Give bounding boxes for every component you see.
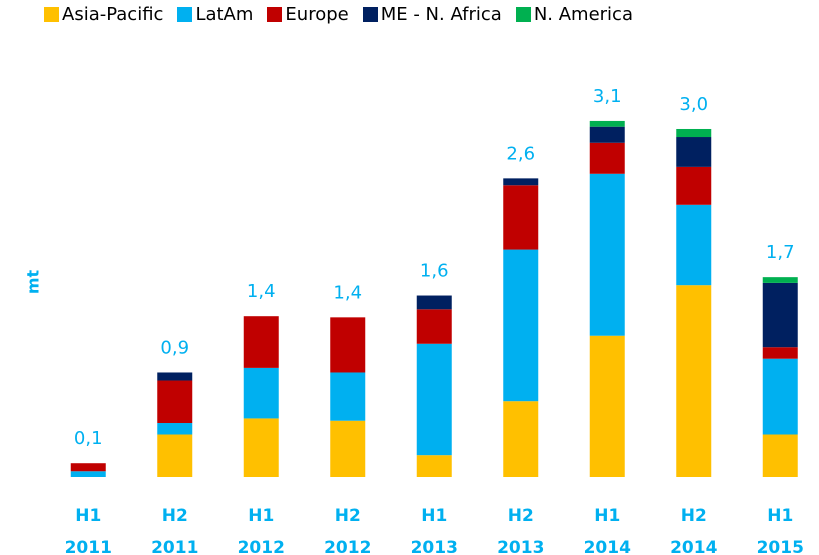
total-label: 3,1 — [593, 86, 622, 107]
x-tick-label: H1 2015 — [756, 506, 804, 555]
x-tick-label: H1 2013 — [410, 506, 458, 555]
total-label: 0,9 — [160, 337, 189, 358]
legend-item: N. America — [515, 4, 633, 25]
total-label: 3,0 — [679, 94, 708, 115]
legend-swatch — [44, 7, 59, 22]
bar-segment — [589, 126, 625, 143]
bar-segment — [676, 204, 712, 286]
bar-segment — [762, 347, 798, 359]
bar-segment — [70, 463, 106, 472]
legend-item: Europe — [267, 4, 349, 25]
legend-label: ME - N. Africa — [380, 4, 502, 25]
bar-segment — [416, 455, 452, 477]
total-label: 1,6 — [420, 261, 449, 282]
bar-segment — [589, 142, 625, 174]
bar-segment — [503, 401, 539, 477]
bar-segment — [157, 434, 193, 477]
bar-segment — [503, 249, 539, 402]
bar-segment — [416, 343, 452, 456]
bar-segment — [243, 367, 279, 419]
bar-segment — [330, 317, 366, 373]
bar-segment — [503, 178, 539, 186]
legend-label: Asia-Pacific — [62, 4, 164, 25]
legend-item: Asia-Pacific — [44, 4, 163, 25]
legend-swatch — [515, 7, 531, 22]
bar-segment — [676, 285, 712, 477]
bar-segment — [762, 434, 798, 477]
bar-segment — [589, 173, 625, 336]
x-tick-label: H2 2013 — [497, 506, 545, 555]
x-tick-label: H1 2012 — [237, 506, 285, 555]
bar-segment — [157, 372, 193, 381]
bar-segment — [676, 137, 712, 167]
legend: Asia-Pacific LatAm Europe ME - N. Africa N. … — [44, 4, 633, 25]
bar-segment — [416, 295, 452, 310]
total-label: 2,6 — [506, 143, 535, 164]
bar-segment — [762, 358, 798, 435]
legend-item: LatAm — [177, 4, 253, 25]
x-tick-label: H2 2014 — [670, 506, 718, 555]
bar-segment — [330, 420, 366, 477]
bar-segment — [503, 185, 539, 250]
bar-segment — [676, 128, 712, 138]
legend-swatch — [267, 7, 283, 22]
bar-segment — [243, 418, 279, 477]
x-tick-label: H2 2011 — [151, 506, 199, 555]
legend-label: Europe — [285, 4, 349, 25]
x-tick-label: H2 2012 — [324, 506, 372, 555]
total-label: 1,4 — [247, 281, 276, 302]
total-label: 1,7 — [766, 242, 795, 263]
total-label: 1,4 — [333, 282, 362, 303]
total-label: 0,1 — [74, 428, 103, 449]
bar-segment — [70, 471, 106, 477]
bar-segment — [330, 372, 366, 421]
legend-item: ME - N. Africa — [362, 4, 502, 25]
bar-segment — [589, 120, 625, 127]
legend-swatch — [362, 7, 378, 22]
bar-segment — [676, 166, 712, 205]
y-axis-label: mt — [24, 269, 43, 294]
bar-segment — [589, 335, 625, 477]
legend-label: LatAm — [195, 4, 254, 25]
bar-segment — [157, 423, 193, 435]
x-tick-label: H1 2014 — [583, 506, 631, 555]
bar-segment — [243, 316, 279, 368]
bar-segment — [157, 380, 193, 424]
bar-segment — [762, 277, 798, 283]
bar-segment — [762, 282, 798, 348]
legend-swatch — [177, 7, 193, 22]
bar-segment — [416, 309, 452, 344]
x-tick-label: H1 2011 — [64, 506, 112, 555]
legend-label: N. America — [533, 4, 633, 25]
